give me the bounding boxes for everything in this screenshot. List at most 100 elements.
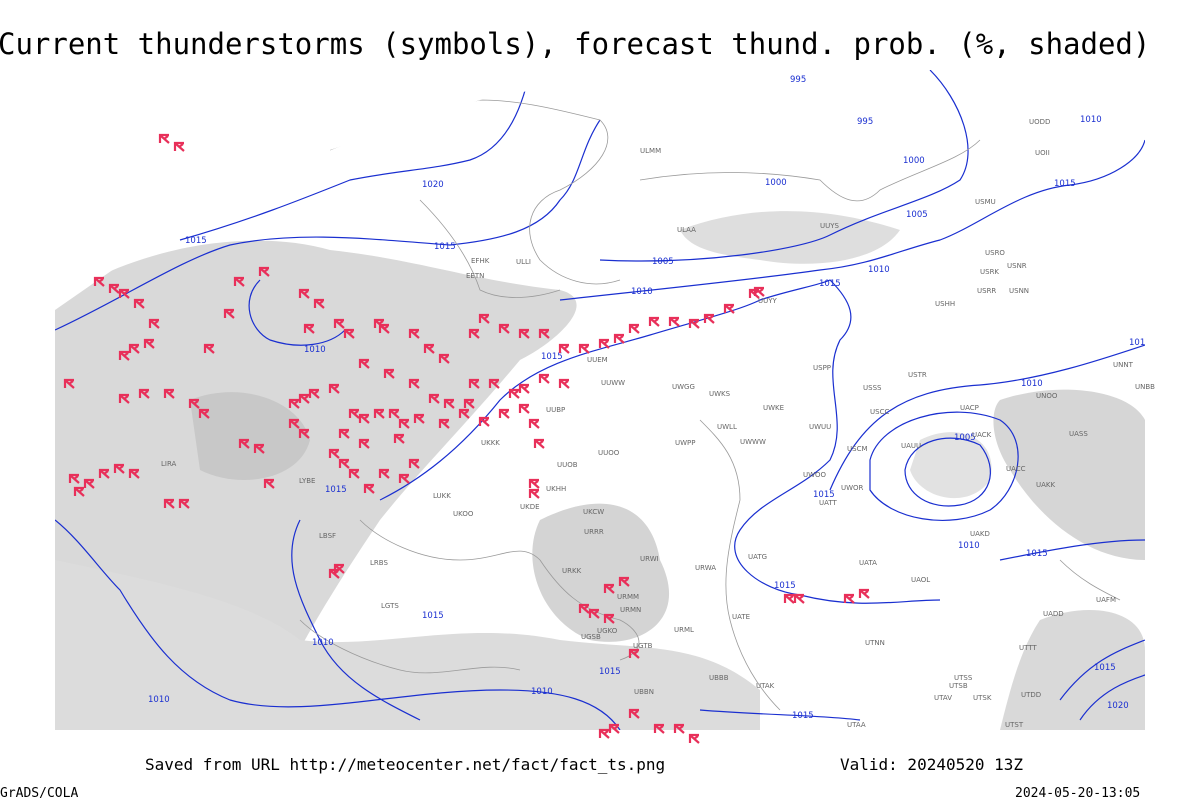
- thunderstorm-symbol: [223, 308, 235, 319]
- thunderstorm-symbol: [478, 313, 490, 324]
- thunderstorm-symbol: [148, 318, 160, 329]
- thunderstorm-symbol: [648, 316, 660, 327]
- thunderstorm-symbol: [188, 398, 200, 409]
- isobar-label: 1010: [631, 287, 653, 297]
- station-label: URMN: [620, 606, 641, 614]
- thunderstorm-symbol: [383, 368, 395, 379]
- station-label: UKDE: [520, 503, 540, 511]
- thunderstorm-symbol: [518, 403, 530, 414]
- thunderstorm-symbol: [468, 328, 480, 339]
- thunderstorm-symbol: [438, 353, 450, 364]
- station-label: LUKK: [433, 492, 451, 500]
- thunderstorm-symbol: [348, 468, 360, 479]
- thunderstorm-symbol: [333, 318, 345, 329]
- isobar-label: 995: [790, 75, 806, 85]
- thunderstorm-symbol: [478, 416, 490, 427]
- thunderstorm-symbol: [128, 468, 140, 479]
- isobar-label: 1010: [1021, 379, 1043, 389]
- thunderstorm-symbol: [688, 733, 700, 744]
- station-label: UAFM: [1096, 596, 1116, 604]
- thunderstorm-symbol: [468, 378, 480, 389]
- station-label: UUOO: [598, 449, 620, 457]
- thunderstorm-symbol: [498, 323, 510, 334]
- station-label: URRR: [584, 528, 604, 536]
- isobar-label: 1010: [1080, 115, 1102, 125]
- thunderstorm-symbol: [608, 723, 620, 734]
- thunderstorm-symbol: [113, 463, 125, 474]
- isobar-label: 1000: [765, 178, 787, 188]
- thunderstorm-symbol: [128, 343, 140, 354]
- isobar-label: 1015: [819, 279, 841, 289]
- station-label: UUEM: [587, 356, 608, 364]
- thunderstorm-symbol: [603, 583, 615, 594]
- isobar-label: 1005: [652, 257, 674, 267]
- station-label: UWOO: [803, 471, 827, 479]
- shading: [55, 211, 1145, 730]
- thunderstorm-symbol: [158, 133, 170, 144]
- thunderstorm-symbol: [73, 486, 85, 497]
- thunderstorm-symbol: [443, 398, 455, 409]
- station-label: UTSS: [954, 674, 973, 682]
- thunderstorm-symbol: [613, 333, 625, 344]
- station-label: URWA: [695, 564, 716, 572]
- title: Current thunderstorms (symbols), forecas…: [0, 27, 1150, 61]
- thunderstorm-symbol: [603, 613, 615, 624]
- thunderstorm-symbol: [203, 343, 215, 354]
- thunderstorm-symbol: [438, 418, 450, 429]
- thunderstorm-symbol: [458, 408, 470, 419]
- thunderstorm-symbol: [858, 588, 870, 599]
- thunderstorm-symbol: [668, 316, 680, 327]
- isobar-label: 1015: [422, 611, 444, 621]
- timestamp: 2024-05-20-13:05: [1015, 786, 1140, 800]
- thunderstorm-symbol: [298, 428, 310, 439]
- thunderstorm-symbol: [173, 141, 185, 152]
- thunderstorm-symbol: [313, 298, 325, 309]
- thunderstorm-symbol: [338, 458, 350, 469]
- station-label: UWKS: [709, 390, 731, 398]
- station-label: UADD: [1043, 610, 1064, 618]
- station-label: USSS: [863, 384, 882, 392]
- thunderstorm-symbol: [688, 318, 700, 329]
- station-label: UAUU: [901, 442, 921, 450]
- station-label: UKKK: [481, 439, 500, 447]
- source-url: Saved from URL http://meteocenter.net/fa…: [145, 755, 665, 774]
- thunderstorm-symbol: [108, 283, 120, 294]
- thunderstorm-symbol: [528, 488, 540, 499]
- station-label: UATE: [732, 613, 750, 621]
- station-label: UUBP: [546, 406, 565, 414]
- thunderstorm-symbol: [118, 393, 130, 404]
- station-label: LYBE: [299, 477, 315, 485]
- thunderstorm-symbol: [598, 728, 610, 739]
- isobar-label: 1015: [185, 236, 207, 246]
- station-label: UTAK: [756, 682, 775, 690]
- station-label: UWWW: [740, 438, 766, 446]
- thunderstorm-symbol: [138, 388, 150, 399]
- station-label: USRR: [977, 287, 996, 295]
- station-label: UUYS: [820, 222, 840, 230]
- isobar-label: 1015: [599, 667, 621, 677]
- station-label: UNOO: [1036, 392, 1058, 400]
- isobar-label: 1010: [304, 345, 326, 355]
- isobar-label: 995: [857, 117, 873, 127]
- thunderstorm-symbol: [588, 608, 600, 619]
- isobar-label: 1015: [792, 711, 814, 721]
- thunderstorm-symbol: [428, 393, 440, 404]
- station-label: UTTT: [1019, 644, 1037, 652]
- thunderstorm-symbol: [723, 303, 735, 314]
- thunderstorm-symbol: [98, 468, 110, 479]
- station-label: UAKK: [1036, 481, 1056, 489]
- station-label: URWI: [640, 555, 659, 563]
- station-label: ULAA: [677, 226, 696, 234]
- thunderstorm-symbol: [628, 323, 640, 334]
- station-label: USNN: [1009, 287, 1029, 295]
- thunderstorm-symbol: [298, 393, 310, 404]
- station-label: UNNT: [1113, 361, 1134, 369]
- thunderstorm-symbol: [163, 388, 175, 399]
- thunderstorm-symbol: [83, 478, 95, 489]
- station-label: UUWW: [601, 379, 625, 387]
- station-label: ULLI: [516, 258, 531, 266]
- station-label: EETN: [466, 272, 484, 280]
- isobar-label: 1010: [312, 638, 334, 648]
- thunderstorm-symbol: [528, 418, 540, 429]
- thunderstorm-symbol: [378, 468, 390, 479]
